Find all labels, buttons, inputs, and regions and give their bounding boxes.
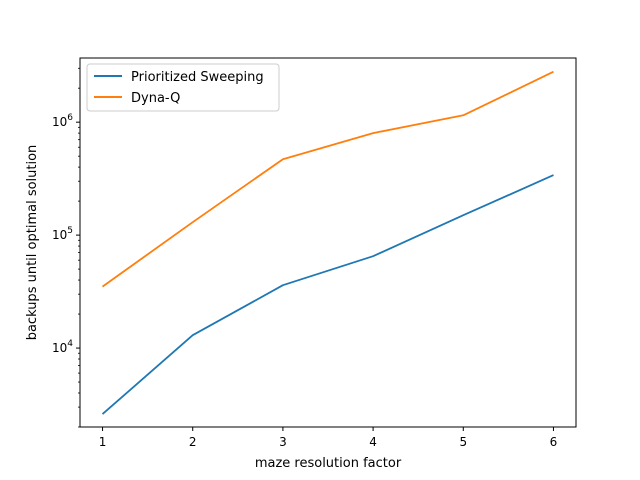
x-tick-label: 2 xyxy=(189,435,197,449)
y-tick-label: 104 xyxy=(52,339,73,355)
x-tick-label: 6 xyxy=(550,435,558,449)
plot-area xyxy=(79,57,577,428)
series-line-prioritized-sweeping xyxy=(101,174,554,415)
series-line-dyna-q xyxy=(101,70,554,288)
x-axis-label: maze resolution factor xyxy=(255,456,402,471)
legend-label-dyna-q: Dyna-Q xyxy=(131,91,180,106)
x-tick-label: 3 xyxy=(279,435,287,449)
legend-label-prioritized-sweeping: Prioritized Sweeping xyxy=(131,70,264,85)
y-minor-ticks xyxy=(78,67,80,428)
y-axis-label: backups until optimal solution xyxy=(25,145,40,341)
y-tick-label: 106 xyxy=(52,113,73,129)
plot-frame xyxy=(79,57,577,428)
x-tick-label: 1 xyxy=(99,435,107,449)
x-tick-label: 4 xyxy=(369,435,377,449)
x-axis-ticks: 1 2 3 4 5 6 xyxy=(99,427,558,449)
x-tick-label: 5 xyxy=(459,435,467,449)
y-tick-label: 105 xyxy=(52,226,73,242)
legend: Prioritized Sweeping Dyna-Q xyxy=(86,63,280,112)
legend-box xyxy=(86,63,280,112)
y-axis-ticks: 104 105 106 xyxy=(52,113,80,355)
series-lines xyxy=(101,70,554,415)
